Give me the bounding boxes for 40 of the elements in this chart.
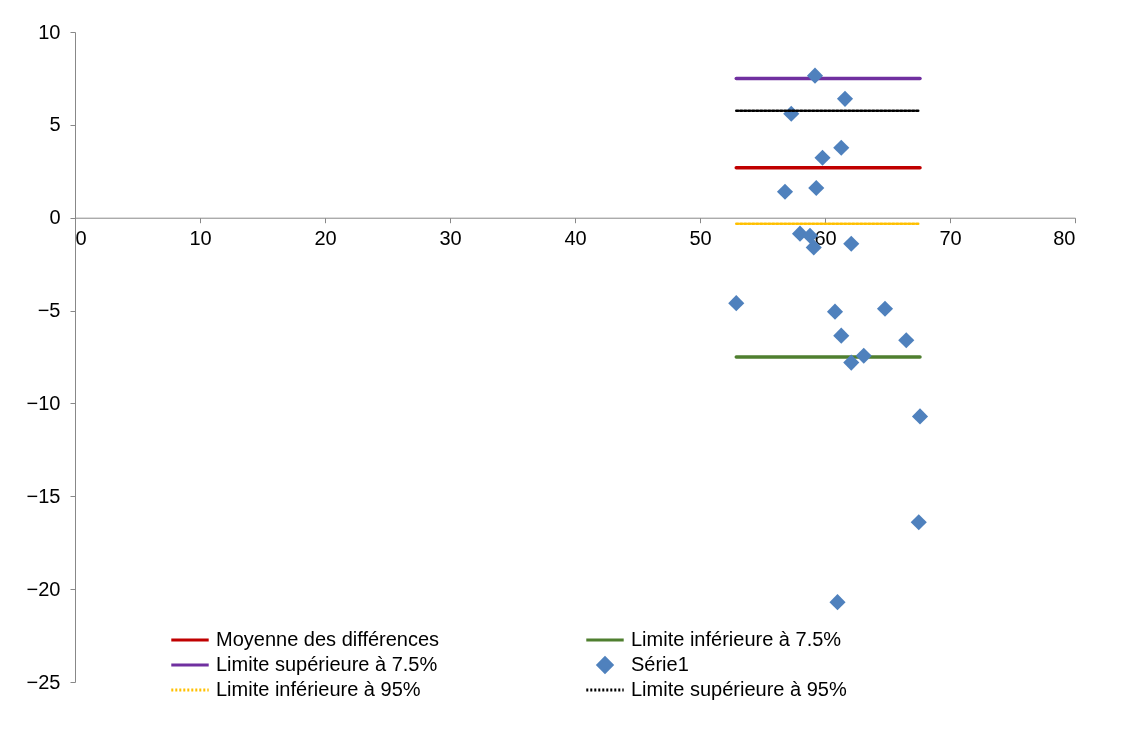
point xyxy=(826,303,844,320)
point xyxy=(910,514,927,531)
point xyxy=(808,179,825,197)
legend-label: Limite supérieure à 95% xyxy=(631,678,847,700)
point xyxy=(833,139,850,156)
legend-label: Série1 xyxy=(631,653,689,675)
point xyxy=(855,347,872,364)
point xyxy=(898,332,915,349)
y-tick-label: 0 xyxy=(49,206,61,229)
x-tick-label: 20 xyxy=(314,227,337,250)
x-tick-label: 0 xyxy=(75,227,87,250)
y-tick-label: −25 xyxy=(26,670,61,693)
legend-label: Limite supérieure à 7.5% xyxy=(216,653,438,675)
point xyxy=(814,149,831,166)
y-tick-label: 5 xyxy=(49,113,61,136)
legend-label: Limite inférieure à 7.5% xyxy=(631,628,842,650)
point xyxy=(806,67,824,84)
x-tick-label: 60 xyxy=(814,227,837,250)
y-tick-label: 10 xyxy=(38,20,61,43)
x-tick-label: 80 xyxy=(1053,227,1076,250)
y-tick-label: −15 xyxy=(26,484,61,507)
x-tick-label: 10 xyxy=(189,227,212,250)
point xyxy=(911,408,929,425)
y-tick-label: −10 xyxy=(26,391,61,414)
point xyxy=(833,327,850,344)
point xyxy=(776,183,794,200)
x-tick-label: 40 xyxy=(564,227,587,250)
x-tick-label: 30 xyxy=(439,227,462,250)
y-tick-label: −20 xyxy=(26,577,61,600)
legend-label: Limite inférieure à 95% xyxy=(216,678,421,700)
point xyxy=(836,90,854,107)
point xyxy=(876,300,894,317)
point xyxy=(843,235,860,252)
y-tick-label: −5 xyxy=(37,299,61,322)
point xyxy=(843,354,860,371)
legend-label: Moyenne des différences xyxy=(216,628,440,650)
point xyxy=(728,295,745,312)
x-tick-label: 70 xyxy=(939,227,962,250)
x-tick-label: 50 xyxy=(689,227,712,250)
point xyxy=(829,594,846,611)
